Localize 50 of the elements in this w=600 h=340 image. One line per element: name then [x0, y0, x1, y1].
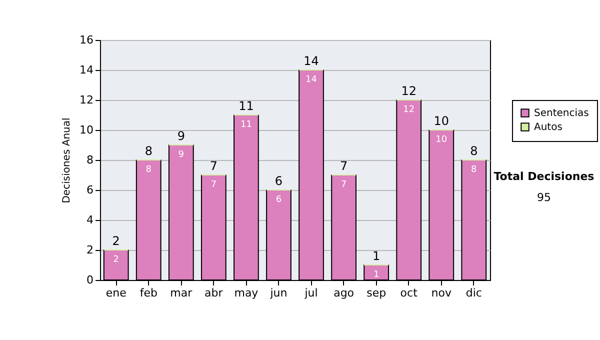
data-label: 8 — [471, 165, 478, 175]
total-label: 1 — [372, 249, 380, 263]
data-label: 2 — [113, 255, 119, 265]
total-label: 8 — [470, 144, 478, 158]
y-tick-label: 14 — [80, 64, 94, 76]
x-tick-label: dic — [466, 286, 482, 300]
y-tick-label: 8 — [86, 154, 94, 166]
x-tick-label: feb — [140, 286, 158, 300]
total-label: 10 — [434, 114, 450, 128]
legend-label: Autos — [534, 122, 562, 133]
data-label: 9 — [178, 150, 184, 160]
total-label: 14 — [304, 54, 319, 68]
data-label: 8 — [146, 165, 152, 175]
total-label: 9 — [177, 129, 185, 143]
x-tick-label: mar — [170, 286, 193, 300]
y-tick-label: 0 — [86, 274, 94, 286]
x-tick-label: ago — [334, 286, 354, 300]
x-tick-label: jul — [304, 286, 318, 300]
y-tick-label: 2 — [86, 244, 94, 256]
total-label: 12 — [401, 84, 416, 98]
x-tick-label: nov — [431, 286, 452, 300]
x-tick-label: ene — [106, 286, 127, 300]
y-axis-title: Decisiones Anual — [62, 118, 73, 204]
total-label: 7 — [210, 159, 218, 173]
total-label: 2 — [112, 234, 120, 248]
y-tick-label: 6 — [86, 184, 94, 196]
data-label: 11 — [240, 120, 252, 130]
data-label: 10 — [436, 135, 448, 145]
y-tick-label: 16 — [80, 34, 94, 46]
total-label: 8 — [144, 144, 152, 158]
data-label: 12 — [403, 105, 415, 115]
x-tick-label: may — [234, 286, 259, 300]
x-tick-label: oct — [400, 286, 418, 300]
total-label: 11 — [238, 99, 254, 113]
data-label: 6 — [276, 195, 282, 205]
y-tick-label: 4 — [86, 214, 94, 226]
data-label: 1 — [373, 270, 380, 280]
total-label: 7 — [340, 159, 348, 173]
data-label: 7 — [340, 180, 347, 190]
data-label: 14 — [306, 75, 318, 85]
total-label: 6 — [274, 174, 283, 188]
y-tick-label: 10 — [80, 124, 94, 136]
y-tick-label: 12 — [80, 94, 94, 106]
data-label: 7 — [210, 180, 217, 190]
text: Total Decisiones — [492, 170, 596, 183]
legend-label: Sentencias — [534, 108, 589, 119]
text: 95 — [536, 191, 552, 204]
x-tick-label: abr — [204, 286, 224, 300]
x-tick-label: sep — [366, 286, 386, 300]
x-tick-label: jun — [269, 286, 288, 300]
